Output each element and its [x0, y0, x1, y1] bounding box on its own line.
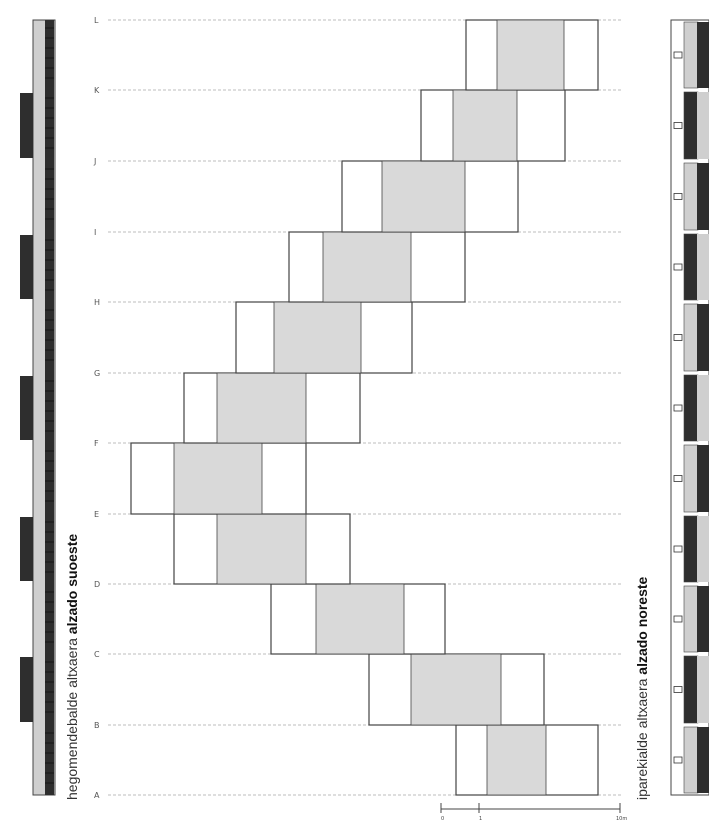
elevation-left-panel-10 — [20, 93, 33, 158]
elevation-right-panel-edge-6 — [697, 375, 709, 441]
elevation-left-panel-8 — [20, 235, 33, 299]
floor-core-8 — [322, 231, 412, 303]
scale-label-0: 0 — [441, 816, 445, 822]
elevation-right-window-10 — [673, 122, 683, 129]
elevation-label-northeast-prefix: iparekialde altxaera — [634, 678, 650, 800]
elevation-label-southwest-prefix: hegomendebalde altxaera — [64, 638, 80, 800]
level-label-D: D — [94, 580, 100, 589]
elevation-right-window-11 — [673, 51, 683, 59]
elevation-right-window-3 — [673, 615, 683, 623]
elevation-label-northeast-bold: alzado noreste — [634, 576, 650, 675]
level-label-G: G — [94, 369, 100, 378]
floor-core-7 — [273, 301, 362, 374]
elevation-label-southwest-bold: alzado suoeste — [64, 533, 80, 635]
elevation-label-southwest: hegomendebalde altxaera alzado suoeste — [64, 534, 80, 800]
level-label-C: C — [94, 650, 100, 659]
elevation-right-panel-edge-3 — [697, 586, 709, 652]
elevation-right-panel-3 — [683, 585, 699, 653]
elevation-right-window-7 — [673, 334, 683, 341]
elevation-strip-left-dark — [45, 20, 54, 795]
elevation-left-panel-4 — [20, 517, 33, 581]
elevation-right-panel-11 — [683, 21, 699, 89]
elevation-right-panel-5 — [683, 444, 699, 513]
elevation-right-panel-1 — [683, 726, 699, 794]
floor-core-6 — [216, 372, 307, 444]
elevation-right-panel-edge-1 — [697, 727, 709, 793]
level-label-H: H — [94, 298, 100, 307]
floor-core-2 — [410, 653, 502, 726]
level-label-K: K — [94, 86, 100, 95]
elevation-right-panel-edge-8 — [697, 234, 709, 300]
level-label-L: L — [94, 16, 99, 25]
elevation-right-panel-2 — [683, 655, 699, 724]
elevation-right-window-1 — [673, 756, 683, 764]
elevation-right-panel-edge-4 — [697, 516, 709, 582]
level-label-A: A — [94, 791, 100, 800]
level-label-B: B — [94, 721, 100, 730]
floor-core-3 — [315, 583, 405, 655]
elevation-right-panel-edge-11 — [697, 22, 709, 88]
elevation-right-window-8 — [673, 263, 683, 271]
floor-core-11 — [496, 19, 565, 91]
level-label-I: I — [94, 228, 96, 237]
level-label-J: J — [93, 157, 96, 166]
elevation-right-panel-7 — [683, 303, 699, 372]
floor-core-9 — [381, 160, 466, 233]
elevation-right-window-9 — [673, 193, 683, 200]
level-label-F: F — [94, 439, 99, 448]
elevation-right-panel-edge-7 — [697, 304, 709, 371]
floor-core-5 — [173, 442, 263, 515]
elevation-left-panel-2 — [20, 657, 33, 722]
floor-core-10 — [452, 89, 518, 162]
floor-core-1 — [486, 724, 547, 796]
scale-label-10m: 10m — [616, 816, 628, 822]
elevation-right-window-4 — [673, 545, 683, 553]
floor-core-4 — [216, 513, 307, 585]
elevation-right-panel-9 — [683, 162, 699, 231]
elevation-right-window-2 — [673, 686, 683, 693]
elevation-right-panel-8 — [683, 233, 699, 301]
elevation-right-panel-edge-2 — [697, 656, 709, 723]
scale-label-1: 1 — [479, 816, 483, 822]
elevation-label-northeast: iparekialde altxaera alzado noreste — [634, 577, 650, 800]
elevation-left-panel-6 — [20, 376, 33, 440]
elevation-right-panel-4 — [683, 515, 699, 583]
elevation-right-window-6 — [673, 404, 683, 412]
level-label-E: E — [94, 510, 99, 519]
elevation-right-panel-edge-10 — [697, 92, 709, 159]
elevation-right-panel-10 — [683, 91, 699, 160]
elevation-right-panel-6 — [683, 374, 699, 442]
elevation-right-panel-edge-5 — [697, 445, 709, 512]
elevation-right-window-5 — [673, 475, 683, 482]
elevation-right-panel-edge-9 — [697, 163, 709, 230]
